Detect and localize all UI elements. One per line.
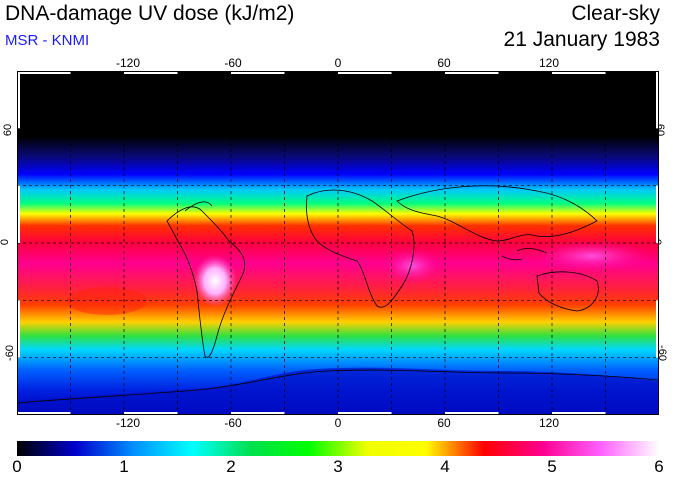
- lon-tick-top: -120: [115, 56, 141, 70]
- lon-tick-bottom: -120: [115, 416, 141, 430]
- colorbar-label: 1: [119, 457, 129, 476]
- colorbar-label: 3: [333, 457, 343, 476]
- lon-tick-bottom: 120: [538, 416, 560, 430]
- lat-tick-left: -60: [3, 345, 16, 361]
- colorbar-label: 4: [440, 457, 450, 476]
- colorbar: [17, 441, 659, 456]
- lon-tick-top: 120: [538, 56, 560, 70]
- colorbar-label: 5: [547, 457, 557, 476]
- colorbar-label: 6: [654, 457, 664, 476]
- lat-tick-left: 0: [0, 238, 12, 246]
- lon-tick-top: 60: [437, 56, 451, 70]
- colorbar-label: 0: [12, 457, 22, 476]
- lon-tick-bottom: 0: [334, 416, 342, 430]
- uv-dose-map: [17, 71, 659, 415]
- lat-tick-left: 60: [2, 123, 15, 137]
- lon-tick-top: 0: [334, 56, 342, 70]
- colorbar-label: 2: [226, 457, 236, 476]
- source-label: MSR - KNMI: [5, 32, 90, 49]
- map-title: DNA-damage UV dose (kJ/m2): [5, 2, 295, 25]
- lon-tick-bottom: 60: [437, 416, 451, 430]
- lon-tick-bottom: -60: [224, 416, 242, 430]
- lon-tick-top: -60: [224, 56, 242, 70]
- date-label: 21 January 1983: [503, 28, 660, 51]
- sky-condition-label: Clear-sky: [571, 2, 660, 25]
